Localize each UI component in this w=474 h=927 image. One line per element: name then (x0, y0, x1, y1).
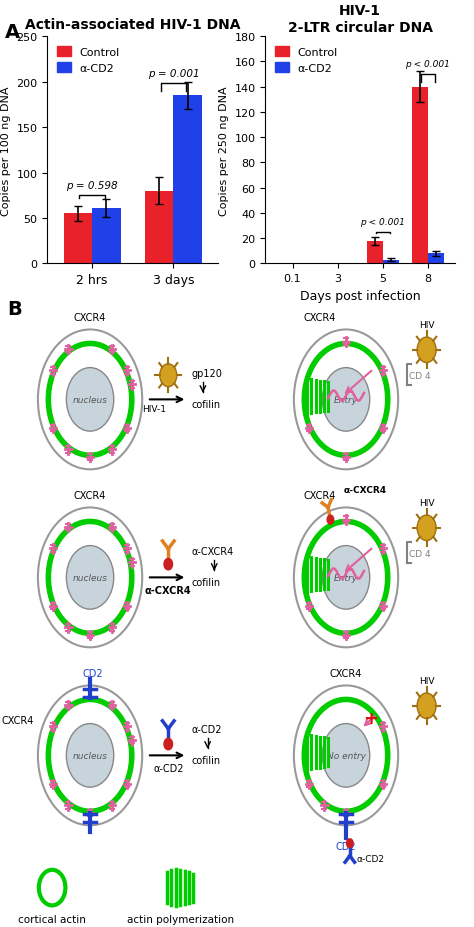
Text: α-CXCR4: α-CXCR4 (145, 585, 191, 595)
Text: α-CXCR4: α-CXCR4 (192, 546, 234, 556)
Text: Entry: Entry (334, 573, 358, 582)
Text: CD 4: CD 4 (409, 372, 430, 380)
Circle shape (164, 559, 173, 570)
X-axis label: Days post infection: Days post infection (300, 289, 420, 302)
Bar (145, 192, 173, 264)
Text: p < 0.001: p < 0.001 (360, 217, 405, 226)
Bar (173, 96, 202, 264)
Circle shape (322, 546, 370, 610)
Text: No entry: No entry (327, 751, 365, 760)
Text: HIV: HIV (419, 677, 434, 686)
Text: CD2: CD2 (336, 842, 356, 851)
Text: CXCR4: CXCR4 (304, 312, 336, 323)
Text: HIV: HIV (419, 499, 434, 508)
Text: HIV: HIV (419, 321, 434, 330)
Title: HIV-1
2-LTR circular DNA: HIV-1 2-LTR circular DNA (288, 5, 433, 34)
Bar (64, 214, 92, 264)
Text: nucleus: nucleus (73, 573, 108, 582)
Text: p = 0.001: p = 0.001 (147, 69, 199, 79)
Text: α-CD2: α-CD2 (356, 854, 384, 863)
Bar (412, 87, 428, 264)
Title: Actin-associated HIV-1 DNA: Actin-associated HIV-1 DNA (25, 18, 240, 32)
Legend: Control, α-CD2: Control, α-CD2 (271, 43, 342, 79)
Y-axis label: Copies per 100 ng DNA: Copies per 100 ng DNA (1, 86, 11, 215)
Text: B: B (7, 299, 22, 319)
Text: α-CXCR4: α-CXCR4 (344, 486, 387, 495)
Circle shape (160, 364, 177, 387)
Text: +: + (363, 710, 378, 728)
Text: α-CD2: α-CD2 (153, 763, 183, 773)
Text: A: A (5, 23, 20, 42)
Bar (367, 242, 383, 264)
Bar (428, 254, 444, 264)
Text: CXCR4: CXCR4 (2, 716, 34, 726)
Text: p = 0.598: p = 0.598 (66, 181, 118, 191)
Text: Entry: Entry (334, 396, 358, 404)
Circle shape (322, 724, 370, 787)
Bar (92, 209, 120, 264)
Text: CD 4: CD 4 (409, 549, 430, 558)
Text: cortical actin: cortical actin (18, 914, 86, 924)
Text: CXCR4: CXCR4 (74, 490, 106, 501)
Text: cofilin: cofilin (192, 578, 221, 588)
Text: p < 0.001: p < 0.001 (406, 59, 450, 69)
Circle shape (417, 693, 436, 718)
Text: nucleus: nucleus (73, 396, 108, 404)
Text: nucleus: nucleus (73, 751, 108, 760)
Text: CXCR4: CXCR4 (330, 668, 362, 678)
Circle shape (66, 724, 114, 787)
Y-axis label: Copies per 250 ng DNA: Copies per 250 ng DNA (219, 86, 229, 215)
Circle shape (346, 839, 353, 848)
Text: actin polymerization: actin polymerization (127, 914, 234, 924)
Text: CXCR4: CXCR4 (74, 312, 106, 323)
Text: cofilin: cofilin (192, 400, 221, 410)
Circle shape (417, 515, 436, 541)
Text: α-CD2: α-CD2 (192, 724, 222, 734)
Circle shape (66, 546, 114, 610)
Text: CD2: CD2 (82, 668, 103, 678)
Text: cofilin: cofilin (192, 756, 221, 766)
Text: gp120: gp120 (192, 368, 223, 378)
Circle shape (66, 368, 114, 432)
Circle shape (327, 515, 334, 525)
Text: HIV-1: HIV-1 (142, 405, 166, 414)
Text: CXCR4: CXCR4 (304, 490, 336, 501)
Legend: Control, α-CD2: Control, α-CD2 (53, 43, 124, 79)
Bar (383, 260, 399, 264)
Circle shape (417, 337, 436, 363)
Circle shape (322, 368, 370, 432)
Circle shape (164, 739, 173, 750)
